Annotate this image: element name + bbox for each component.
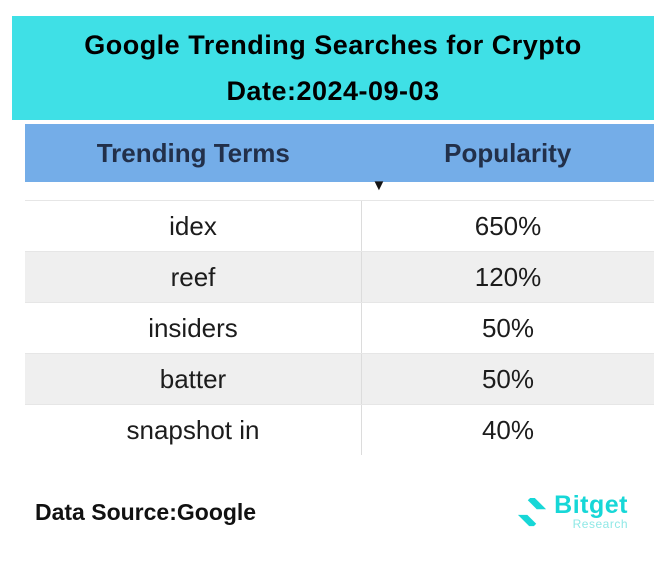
title-line-1: Google Trending Searches for Crypto — [84, 30, 582, 60]
table-row: snapshot in 40% — [25, 404, 654, 455]
title-line-2: Date:2024-09-03 — [226, 76, 440, 106]
term-cell: reef — [170, 261, 216, 292]
table-row: batter 50% — [25, 353, 654, 404]
data-source-label: Data Source:Google — [35, 498, 257, 525]
bitget-research-logo: Bitget Research — [517, 493, 628, 531]
sort-indicator-strip: ▼ — [25, 177, 654, 200]
popularity-cell: 50% — [360, 354, 654, 404]
term-cell: idex — [169, 210, 217, 241]
sort-descending-icon: ▼ — [371, 177, 387, 194]
table-row: reef 120% — [25, 251, 654, 302]
table-row: idex 650% — [25, 200, 654, 251]
title-banner: Google Trending Searches for Crypto Date… — [12, 16, 654, 120]
term-cell: snapshot in — [126, 414, 260, 445]
bitget-logo-text: Bitget Research — [554, 491, 628, 532]
popularity-cell: 40% — [360, 405, 654, 455]
header-trending-terms: Trending Terms — [96, 137, 290, 168]
bitget-wordmark: Bitget — [554, 491, 628, 519]
term-cell: insiders — [148, 312, 238, 343]
bitget-research-label: Research — [572, 517, 628, 531]
term-cell: batter — [159, 363, 227, 394]
header-popularity: Popularity — [444, 137, 572, 168]
popularity-cell: 120% — [360, 252, 654, 302]
footer: Data Source:Google Bitget Research — [35, 493, 628, 532]
table-body: idex 650% reef 120% insiders 50% batter … — [25, 200, 654, 455]
trending-table: Trending Terms Popularity ▼ idex 650% re… — [25, 124, 654, 455]
popularity-cell: 50% — [360, 303, 654, 353]
popularity-cell: 650% — [360, 201, 654, 251]
table-row: insiders 50% — [25, 302, 654, 353]
table-header-row: Trending Terms Popularity — [25, 124, 654, 182]
bitget-logo-icon — [517, 497, 547, 527]
